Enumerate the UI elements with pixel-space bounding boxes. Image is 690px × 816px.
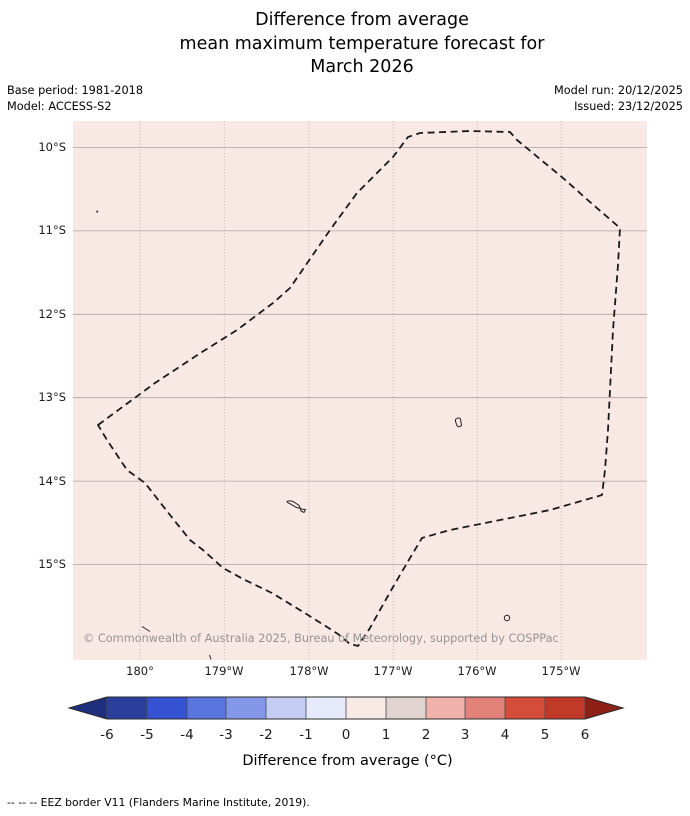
lon-tick-178w: 178°W (289, 664, 329, 678)
page-title: Difference from average mean maximum tem… (75, 9, 649, 80)
cbar-tick: 0 (341, 727, 351, 743)
lat-tick-13s: 13°S (38, 390, 66, 404)
title-line-2: mean maximum temperature forecast for (179, 33, 545, 54)
island-islet (299, 508, 307, 514)
lat-tick-15s: 15°S (38, 557, 66, 571)
lat-tick-11s: 11°S (38, 223, 66, 237)
colorbar-axis-label: Difference from average (°C) (242, 753, 453, 769)
colorbar-seg (426, 697, 465, 719)
cbar-tick: 3 (460, 727, 470, 743)
cbar-tick: -4 (180, 727, 194, 743)
eez-footnote: -- -- -- EEZ border V11 (Flanders Marine… (7, 796, 310, 809)
island-blob (455, 417, 463, 428)
colorbar-seg (346, 697, 386, 719)
colorbar-separators (106, 697, 586, 719)
colorbar (67, 696, 625, 720)
island-dot (96, 210, 99, 213)
longitude-gridlines (139, 121, 562, 660)
cbar-tick: 4 (500, 727, 510, 743)
cbar-tick: -2 (259, 727, 273, 743)
model-run-label: Model run: 20/12/2025 (554, 84, 683, 97)
map-background (73, 121, 647, 660)
lon-tick-180: 180° (126, 664, 154, 678)
cbar-tick: 6 (580, 727, 590, 743)
lon-tick-175w: 175°W (541, 664, 581, 678)
colorbar-segments (107, 697, 585, 719)
colorbar-seg (107, 697, 147, 719)
map-canvas (73, 121, 647, 660)
cbar-tick: -6 (100, 727, 114, 743)
colorbar-seg (187, 697, 226, 719)
colorbar-seg (465, 697, 505, 719)
colorbar-seg (545, 697, 585, 719)
colorbar-left-arrow (69, 697, 107, 719)
colorbar-seg (386, 697, 426, 719)
cbar-tick: 5 (540, 727, 550, 743)
colorbar-seg (226, 697, 266, 719)
lat-tick-14s: 14°S (38, 474, 66, 488)
island-ring (503, 614, 511, 622)
cbar-tick: -3 (219, 727, 233, 743)
colorbar-right-arrow (585, 697, 623, 719)
title-line-1: Difference from average (255, 10, 469, 30)
island-dash (141, 626, 151, 632)
colorbar-seg (147, 697, 187, 719)
map-area: © Commonwealth of Australia 2025, Bureau… (73, 121, 647, 660)
cbar-tick: 2 (421, 727, 431, 743)
copyright-text: © Commonwealth of Australia 2025, Bureau… (83, 632, 559, 645)
latitude-gridlines (73, 147, 647, 565)
colorbar-seg (306, 697, 346, 719)
model-label: Model: ACCESS-S2 (7, 100, 112, 113)
cbar-tick: -1 (299, 727, 313, 743)
lon-tick-176w: 176°W (457, 664, 497, 678)
eez-border-path (97, 130, 621, 647)
title-line-3: March 2026 (310, 57, 414, 77)
lat-tick-12s: 12°S (38, 307, 66, 321)
lon-tick-177w: 177°W (373, 664, 413, 678)
colorbar-outline (67, 696, 625, 720)
cbar-tick: 1 (381, 727, 391, 743)
colorbar-seg (505, 697, 545, 719)
issued-label: Issued: 23/12/2025 (574, 100, 683, 113)
island-bottom-tick (209, 654, 212, 660)
cbar-tick: -5 (140, 727, 154, 743)
base-period-label: Base period: 1981-2018 (7, 84, 144, 97)
lon-tick-179w: 179°W (204, 664, 244, 678)
colorbar-seg (266, 697, 306, 719)
lat-tick-10s: 10°S (38, 140, 66, 154)
island-outlines (96, 210, 511, 660)
